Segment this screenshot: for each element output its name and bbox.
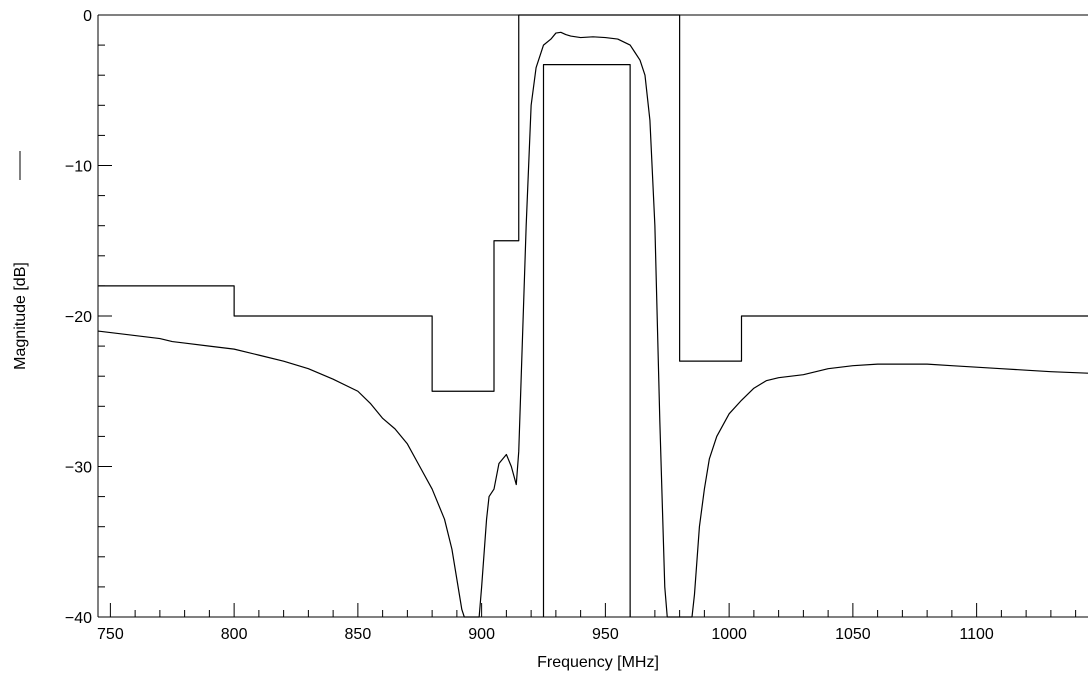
x-tick-label: 900 <box>468 626 495 643</box>
x-tick-label: 800 <box>221 626 248 643</box>
upper-mask-line <box>98 14 1088 392</box>
x-axis-title: Frequency [MHz] <box>537 654 659 671</box>
y-tick-label: 0 <box>83 8 92 25</box>
y-tick-label: −40 <box>65 610 92 627</box>
series-group <box>97 14 1088 618</box>
magnitude-response-line <box>97 31 1088 618</box>
x-tick-label: 1050 <box>835 626 871 643</box>
lower-mask-line <box>542 64 631 617</box>
x-tick-label: 750 <box>97 626 124 643</box>
x-tick-label: 1000 <box>711 626 747 643</box>
axes <box>97 14 1088 618</box>
y-tick-label: −10 <box>65 159 92 176</box>
labels: 750 800 850 900 950 1000 1050 1100 0 −10 −20 −30 −40 <box>65 8 994 643</box>
y-axis-title: Magnitude [dB] <box>12 262 29 370</box>
x-tick-label: 950 <box>592 626 619 643</box>
x-tick-label: 850 <box>345 626 372 643</box>
x-tick-label: 1100 <box>959 626 994 643</box>
y-tick-label: −30 <box>65 460 92 477</box>
y-tick-label: −20 <box>65 309 92 326</box>
